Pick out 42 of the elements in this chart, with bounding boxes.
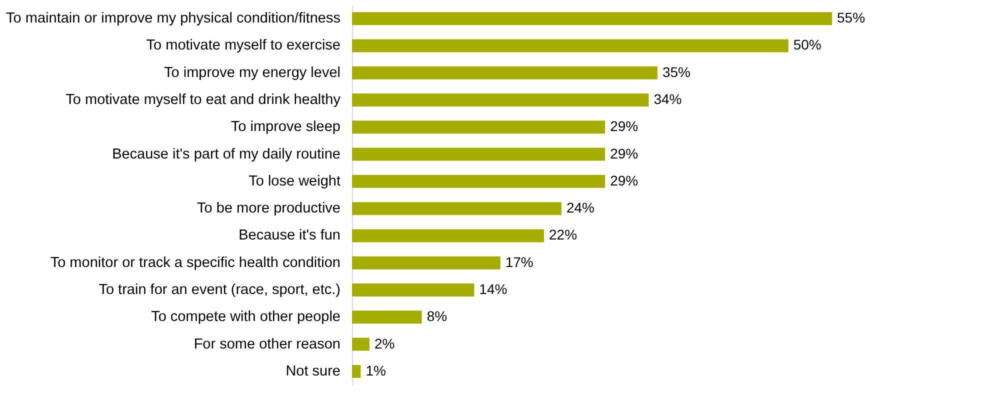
y-tick-label: To maintain or improve my physical condition/fitness bbox=[6, 10, 340, 27]
bar bbox=[352, 39, 788, 52]
data-label: 24% bbox=[566, 200, 594, 216]
bar bbox=[352, 120, 606, 134]
bar bbox=[352, 174, 606, 188]
data-label: 34% bbox=[654, 91, 682, 107]
bar bbox=[352, 148, 606, 161]
data-label: 22% bbox=[549, 226, 578, 243]
data-label: 29% bbox=[610, 172, 638, 188]
data-label: 14% bbox=[479, 281, 508, 297]
y-tick-label: To compete with other people bbox=[151, 309, 340, 326]
y-tick-label: To train for an event (race, sport, etc.) bbox=[98, 282, 340, 298]
data-label: 17% bbox=[505, 254, 534, 270]
y-tick-label: To improve my energy level bbox=[164, 64, 340, 81]
data-label: 8% bbox=[426, 308, 448, 324]
bar bbox=[352, 202, 562, 216]
y-tick-label: To improve sleep bbox=[230, 119, 340, 136]
bar bbox=[352, 256, 500, 270]
data-label: 29% bbox=[610, 118, 638, 134]
y-tick-label: Not sure bbox=[286, 363, 340, 380]
data-label: 55% bbox=[837, 10, 866, 26]
bar bbox=[352, 94, 649, 106]
y-tick-label: To motivate myself to eat and drink healthy bbox=[66, 92, 342, 108]
data-label: 29% bbox=[610, 145, 638, 162]
y-tick-label: To lose weight bbox=[248, 173, 340, 190]
data-label: 1% bbox=[366, 362, 386, 378]
bar bbox=[352, 364, 361, 378]
y-tick-label: To monitor or track a specific health condition bbox=[50, 254, 340, 271]
bar bbox=[352, 310, 422, 324]
bar bbox=[352, 284, 474, 296]
bar bbox=[352, 229, 544, 242]
data-label: 2% bbox=[374, 335, 395, 352]
y-tick-label: Because it's fun bbox=[238, 228, 340, 244]
y-tick-label: To be more productive bbox=[197, 200, 340, 217]
bar bbox=[352, 12, 832, 26]
bar bbox=[352, 66, 658, 80]
y-tick-label: Because it's part of my daily routine bbox=[112, 146, 340, 162]
y-tick-label: To motivate myself to exercise bbox=[146, 38, 340, 54]
data-label: 35% bbox=[662, 64, 690, 80]
y-tick-label: For some other reason bbox=[194, 336, 340, 352]
data-label: 50% bbox=[793, 36, 822, 53]
bar bbox=[352, 338, 370, 351]
